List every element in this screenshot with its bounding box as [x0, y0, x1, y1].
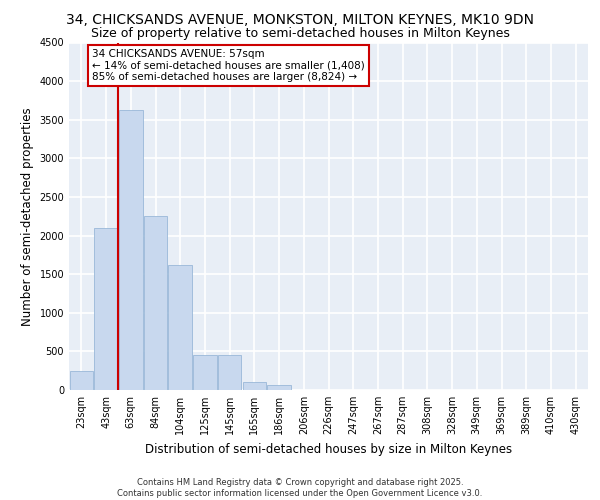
Text: Contains HM Land Registry data © Crown copyright and database right 2025.
Contai: Contains HM Land Registry data © Crown c…	[118, 478, 482, 498]
Bar	[218, 355, 241, 390]
Bar	[144, 216, 167, 390]
X-axis label: Distribution of semi-detached houses by size in Milton Keynes: Distribution of semi-detached houses by …	[145, 442, 512, 456]
Bar	[169, 265, 192, 390]
Bar	[242, 382, 266, 390]
Y-axis label: Number of semi-detached properties: Number of semi-detached properties	[21, 107, 34, 326]
Bar	[193, 355, 217, 390]
Text: 34 CHICKSANDS AVENUE: 57sqm
← 14% of semi-detached houses are smaller (1,408)
85: 34 CHICKSANDS AVENUE: 57sqm ← 14% of sem…	[92, 48, 365, 82]
Text: 34, CHICKSANDS AVENUE, MONKSTON, MILTON KEYNES, MK10 9DN: 34, CHICKSANDS AVENUE, MONKSTON, MILTON …	[66, 12, 534, 26]
Bar	[70, 370, 93, 390]
Bar	[94, 228, 118, 390]
Bar	[268, 386, 291, 390]
Bar	[119, 110, 143, 390]
Text: Size of property relative to semi-detached houses in Milton Keynes: Size of property relative to semi-detach…	[91, 28, 509, 40]
